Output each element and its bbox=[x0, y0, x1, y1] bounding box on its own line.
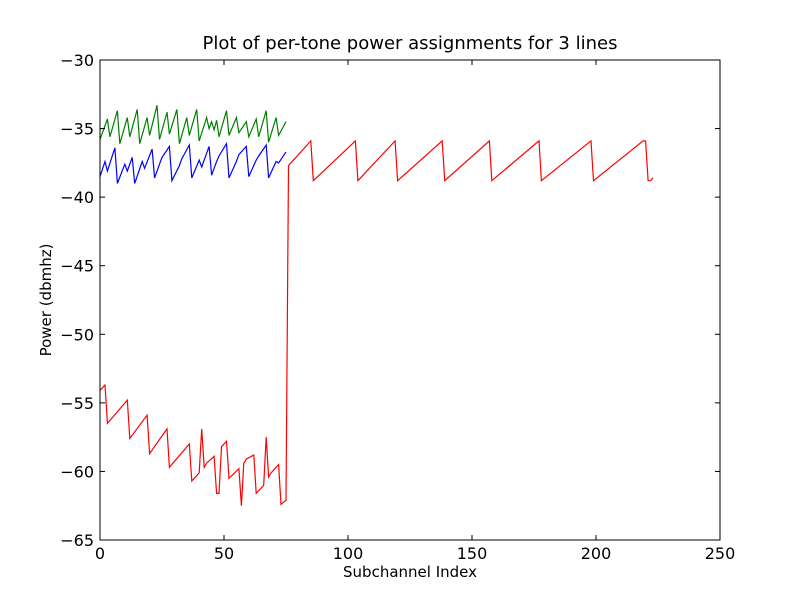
series-layer bbox=[99, 105, 654, 506]
x-tick-label: 100 bbox=[333, 544, 364, 563]
x-tick-label: 150 bbox=[457, 544, 488, 563]
x-axis-label: Subchannel Index bbox=[343, 563, 477, 581]
x-tick-label: 200 bbox=[581, 544, 612, 563]
x-tick-label: 250 bbox=[705, 544, 736, 563]
series-line-2 bbox=[99, 141, 287, 184]
y-tick-label: −30 bbox=[60, 51, 94, 70]
series-line-3 bbox=[99, 139, 654, 506]
y-tick-label: −55 bbox=[60, 394, 94, 413]
series-line-1 bbox=[99, 105, 287, 144]
y-tick-label: −65 bbox=[60, 531, 94, 550]
y-tick-label: −40 bbox=[60, 188, 94, 207]
chart-title: Plot of per-tone power assignments for 3… bbox=[203, 33, 618, 54]
y-tick-label: −35 bbox=[60, 120, 94, 139]
y-tick-label: −50 bbox=[60, 325, 94, 344]
x-tick-label: 50 bbox=[214, 544, 234, 563]
y-axis-label: Power (dbmhz) bbox=[37, 244, 55, 357]
ticks-layer: 0 50 100 150 200 250 −65 −60 −55 −50 −45 −40 −35 −30 bbox=[60, 51, 735, 563]
x-tick-label: 0 bbox=[95, 544, 105, 563]
y-tick-label: −45 bbox=[60, 257, 94, 276]
plot-frame bbox=[99, 59, 721, 541]
y-tick-label: −60 bbox=[60, 462, 94, 481]
